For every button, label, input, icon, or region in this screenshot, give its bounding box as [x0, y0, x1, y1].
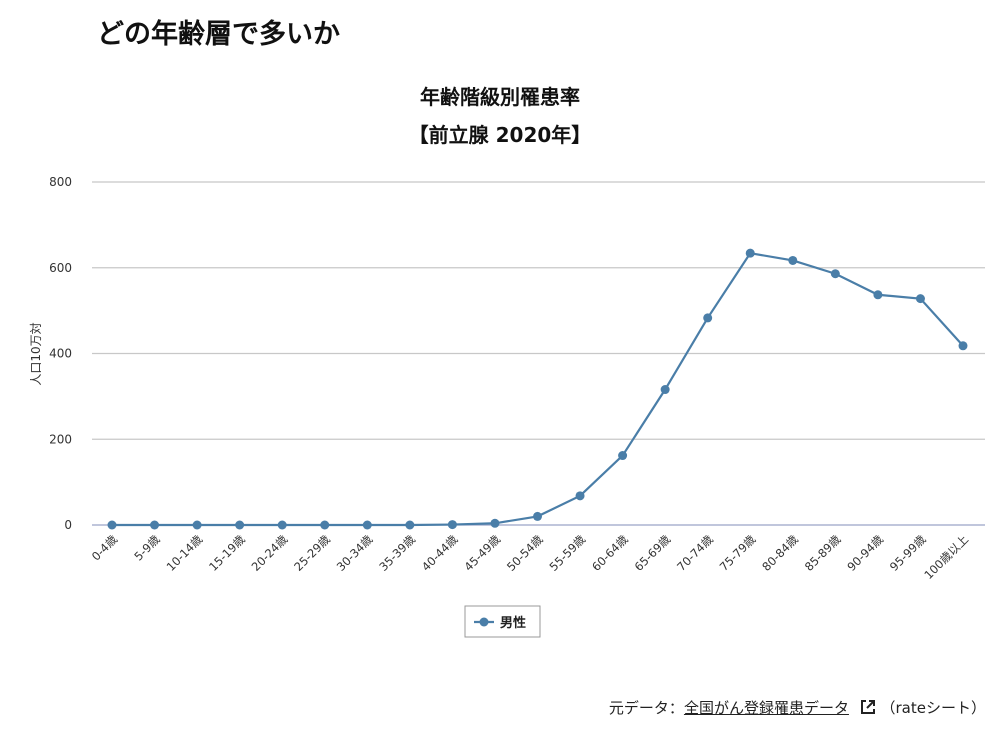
source-suffix: （rateシート） — [880, 699, 986, 717]
x-tick-label: 25-29歳 — [291, 532, 333, 574]
data-point — [788, 255, 798, 265]
y-axis-label: 人口10万対 — [29, 322, 43, 385]
x-tick-label: 0-4歳 — [89, 532, 121, 564]
section-heading: どの年齢層で多いか — [97, 19, 340, 50]
x-tick-label: 70-74歳 — [674, 532, 716, 574]
data-point — [915, 294, 925, 304]
source-link[interactable]: 全国がん登録罹患データ — [683, 699, 849, 717]
data-point — [320, 520, 330, 530]
x-tick-label: 95-99歳 — [887, 532, 929, 574]
data-point — [362, 520, 372, 530]
x-tick-label: 65-69歳 — [632, 532, 674, 574]
line-chart: 年齢階級別罹患率【前立腺 2020年】 0 200 400 600 800 人口10万対 0-… — [29, 85, 985, 638]
x-tick-label: 85-89歳 — [802, 532, 844, 574]
legend-label: 男性 — [500, 615, 526, 631]
source-note: 元データ：全国がん登録罹患データ （rateシート） — [609, 697, 986, 718]
data-point — [490, 518, 500, 528]
source-prefix: 元データ： — [608, 699, 684, 717]
y-tick-label: 800 — [49, 175, 72, 189]
data-point — [192, 520, 202, 530]
legend-marker-icon — [479, 617, 489, 627]
data-point — [277, 520, 287, 530]
y-tick-label: 0 — [64, 518, 72, 532]
x-tick-label: 5-9歳 — [131, 532, 163, 564]
x-tick-label: 40-44歳 — [419, 532, 461, 574]
chart-subtitle: 【前立腺 2020年】 — [409, 123, 592, 147]
y-tick-label: 600 — [49, 261, 72, 275]
x-tick-label: 20-24歳 — [249, 532, 291, 574]
x-tick-label: 35-39歳 — [376, 532, 418, 574]
data-point — [830, 269, 840, 279]
y-tick-label: 400 — [49, 347, 72, 361]
x-tick-label: 15-19歳 — [206, 532, 248, 574]
x-tick-label: 30-34歳 — [334, 532, 376, 574]
data-point — [703, 313, 713, 323]
data-point — [660, 385, 670, 395]
x-tick-label: 45-49歳 — [461, 532, 503, 574]
data-point — [405, 520, 415, 530]
data-point — [575, 491, 585, 501]
data-point — [150, 520, 160, 530]
data-point — [235, 520, 245, 530]
x-tick-label: 90-94歳 — [844, 532, 886, 574]
x-tick-label: 80-84歳 — [759, 532, 801, 574]
external-link-icon[interactable] — [860, 699, 876, 715]
data-point — [873, 290, 883, 300]
x-tick-label: 50-54歳 — [504, 532, 546, 574]
data-point — [745, 248, 755, 258]
y-tick-label: 200 — [49, 432, 72, 446]
x-tick-label: 100歳以上 — [921, 532, 971, 582]
x-tick-label: 60-64歳 — [589, 532, 631, 574]
x-tick-label: 55-59歳 — [547, 532, 589, 574]
x-tick-label: 75-79歳 — [717, 532, 759, 574]
series-line — [112, 251, 964, 527]
x-tick-label: 10-14歳 — [164, 532, 206, 574]
data-point — [533, 511, 542, 521]
data-point — [618, 451, 628, 461]
data-point — [958, 341, 968, 351]
data-point — [447, 520, 457, 530]
chart-title: 年齢階級別罹患率 — [420, 85, 580, 109]
data-point — [107, 520, 117, 530]
